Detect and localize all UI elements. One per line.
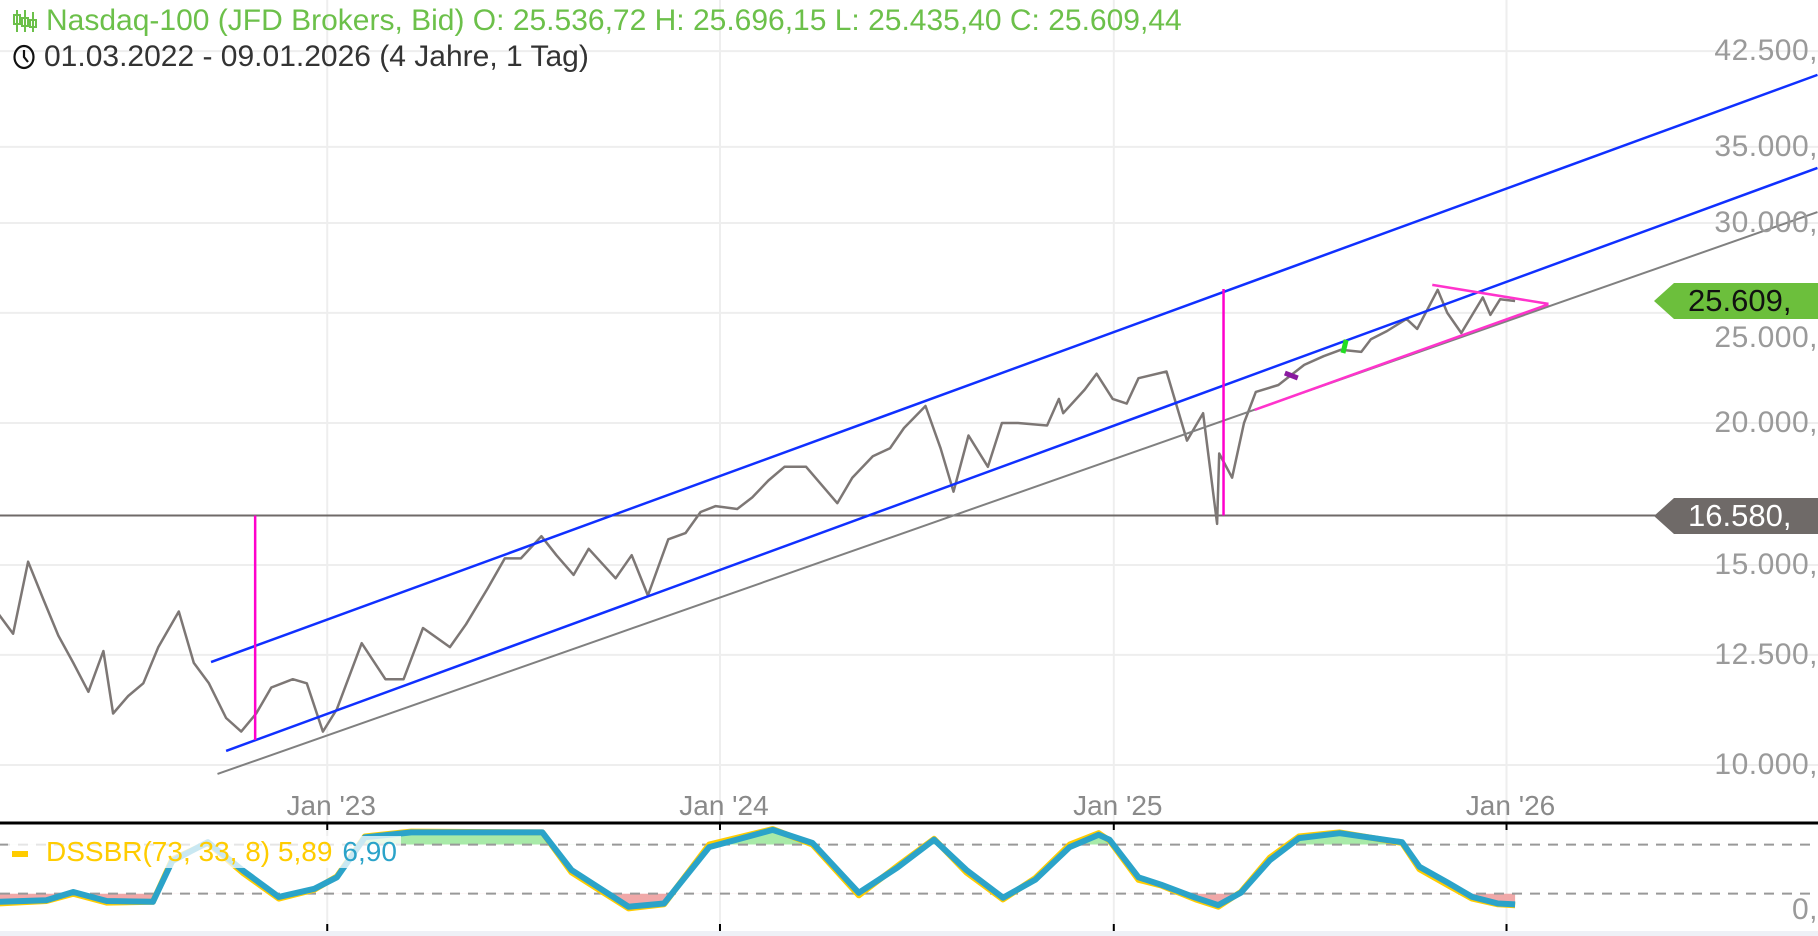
price-axis-label: 20.000, xyxy=(1714,406,1818,439)
time-axis-label: Jan '26 xyxy=(1465,790,1556,821)
price-axis-label: 10.000, xyxy=(1714,748,1818,781)
price-axis-label: 35.000, xyxy=(1714,129,1818,163)
time-axis-label: Jan '23 xyxy=(286,790,376,821)
indicator-legend[interactable]: DSSBR(73, 33, 8) 5,89 6,90 xyxy=(8,836,401,868)
indicator-line-blue xyxy=(0,826,1516,910)
indicator-axis-label: 0, xyxy=(1791,893,1818,926)
segment-drawing xyxy=(1340,339,1349,354)
price-axis-label: 42.500, xyxy=(1714,34,1818,68)
time-axis-label: Jan '24 xyxy=(679,790,769,821)
date-range-text: 01.03.2022 - 09.01.2026 (4 Jahre, 1 Tag) xyxy=(44,40,589,73)
time-axis-label: Jan '25 xyxy=(1073,790,1163,821)
legend-swatch-icon xyxy=(12,850,28,857)
price-axis-label: 25.000, xyxy=(1714,321,1818,355)
segment-drawing xyxy=(1283,370,1299,381)
instrument-ohlc-text: Nasdaq-100 (JFD Brokers, Bid) O: 25.536,… xyxy=(46,4,1182,37)
trendline-drawing xyxy=(225,166,1818,753)
price-axis-label: 30.000, xyxy=(1714,205,1818,239)
price-axis-label: 15.000, xyxy=(1714,547,1818,581)
annotation-drawings[interactable] xyxy=(210,73,1818,775)
indicator-name-value1: DSSBR(73, 33, 8) 5,89 xyxy=(46,836,333,867)
price-series-line xyxy=(0,288,1516,733)
candlestick-icon xyxy=(13,10,37,32)
level-line-tag[interactable]: 16.580, xyxy=(1654,497,1818,534)
date-range-header: 01.03.2022 - 09.01.2026 (4 Jahre, 1 Tag) xyxy=(12,40,589,74)
indicator-panel xyxy=(0,826,1818,912)
trendline-drawing xyxy=(1432,283,1549,306)
trendline-drawing xyxy=(217,211,1818,775)
clock-icon xyxy=(13,44,35,70)
bottom-strip xyxy=(0,931,1818,936)
indicator-value2: 6,90 xyxy=(342,836,397,867)
price-axis-label: 12.500, xyxy=(1714,637,1818,671)
last-price-tag: 25.609, xyxy=(1654,283,1818,320)
trendline-drawing xyxy=(210,73,1818,664)
instrument-ohlc-header: Nasdaq-100 (JFD Brokers, Bid) O: 25.536,… xyxy=(12,4,1182,38)
trendline-drawing xyxy=(1254,303,1549,412)
